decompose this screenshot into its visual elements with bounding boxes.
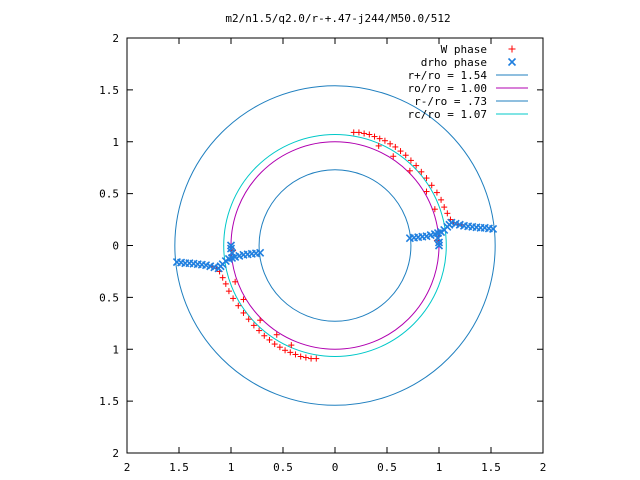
w-phase-point — [302, 354, 309, 361]
chart-title: m2/n1.5/q2.0/r-+.47-j244/M50.0/512 — [225, 12, 450, 25]
w-phase-point — [407, 157, 414, 164]
legend-label: r-/ro = .73 — [414, 95, 487, 108]
w-phase-point — [240, 309, 247, 316]
w-phase-point — [390, 153, 397, 160]
legend-marker — [507, 57, 517, 67]
w-phase-point — [235, 302, 242, 309]
x-tick-label: 1 — [228, 461, 235, 474]
radius-circle — [230, 141, 440, 350]
drho-phase-point — [227, 248, 237, 257]
legend-label: ro/ro = 1.00 — [408, 82, 487, 95]
w-phase-point — [313, 355, 320, 362]
series-layer — [172, 129, 498, 362]
legend-label: W phase — [441, 43, 487, 56]
w-phase-point — [282, 347, 289, 354]
w-phase-point — [240, 296, 247, 303]
w-phase-point — [250, 322, 257, 329]
w-phase-point — [287, 349, 294, 356]
w-phase-point — [266, 336, 273, 343]
x-tick-label: 0.5 — [377, 461, 397, 474]
w-phase-point — [438, 196, 445, 203]
y-tick-label: 2 — [112, 447, 119, 460]
w-phase-point — [375, 142, 382, 149]
drho-phase-point — [489, 224, 498, 233]
w-phase-point — [292, 351, 299, 358]
w-phase-point — [222, 280, 229, 287]
legend-label: r+/ro = 1.54 — [408, 69, 488, 82]
w-phase-point — [366, 131, 373, 138]
w-phase-point — [381, 137, 388, 144]
radius-circle — [223, 133, 447, 358]
y-tick-label: 0.5 — [99, 188, 119, 201]
drho-phase-point — [172, 258, 181, 267]
w-phase-point — [273, 331, 280, 338]
w-phase-point — [245, 316, 252, 323]
y-tick-label: 1 — [112, 343, 119, 356]
w-phase-point — [257, 317, 264, 324]
w-phase-point — [433, 189, 440, 196]
w-phase-point — [444, 210, 451, 217]
y-tick-label: 1.5 — [99, 84, 119, 97]
w-phase-point — [441, 204, 448, 211]
drho-phase-point — [434, 241, 444, 250]
w-phase-point — [428, 182, 435, 189]
y-tick-label: 1.5 — [99, 395, 119, 408]
w-phase-point — [387, 140, 394, 147]
legend-label: rc/ro = 1.07 — [408, 108, 487, 121]
w-phase-point — [418, 168, 425, 175]
w-phase-point — [261, 332, 268, 339]
drho-phase-point — [226, 241, 236, 250]
w-phase-point — [423, 175, 430, 182]
legend-marker — [508, 45, 516, 53]
w-phase-point — [350, 129, 357, 136]
circle-layer — [174, 85, 496, 406]
w-phase-point — [423, 188, 430, 195]
w-phase-point — [232, 278, 239, 285]
x-tick-label: 0.5 — [273, 461, 293, 474]
radius-circle — [258, 169, 412, 322]
radius-circle — [174, 85, 496, 406]
x-tick-label: 1.5 — [169, 461, 189, 474]
w-phase-point — [308, 355, 315, 362]
x-tick-label: 0 — [332, 461, 339, 474]
w-phase-point — [297, 353, 304, 360]
w-phase-point — [256, 327, 263, 334]
y-tick-label: 2 — [112, 32, 119, 45]
w-phase-point — [276, 344, 283, 351]
w-phase-point — [225, 288, 232, 295]
w-phase-point — [355, 129, 362, 136]
x-tick-label: 2 — [124, 461, 131, 474]
w-phase-point — [219, 274, 226, 281]
w-phase-point — [271, 341, 278, 348]
y-tick-label: 0.5 — [99, 291, 119, 304]
w-phase-point — [431, 206, 438, 213]
y-tick-label: 0 — [112, 240, 119, 253]
x-tick-label: 1 — [436, 461, 443, 474]
w-phase-point — [406, 167, 413, 174]
w-phase-point — [371, 133, 378, 140]
drho-phase-point — [433, 234, 443, 243]
y-tick-label: 1 — [112, 136, 119, 149]
w-phase-point — [288, 342, 295, 349]
w-phase-point — [361, 130, 368, 137]
x-tick-label: 2 — [540, 461, 547, 474]
w-phase-point — [397, 148, 404, 155]
x-tick-label: 1.5 — [481, 461, 501, 474]
legend-label: drho phase — [421, 56, 487, 69]
w-phase-point — [402, 152, 409, 159]
w-phase-point — [376, 135, 383, 142]
w-phase-point — [413, 162, 420, 169]
w-phase-point — [230, 295, 237, 302]
w-phase-point — [392, 143, 399, 150]
tick-layer: 2 1.5 1 0.5 0 0.5 1 1.5 221.510.500.511.52 — [99, 32, 546, 474]
